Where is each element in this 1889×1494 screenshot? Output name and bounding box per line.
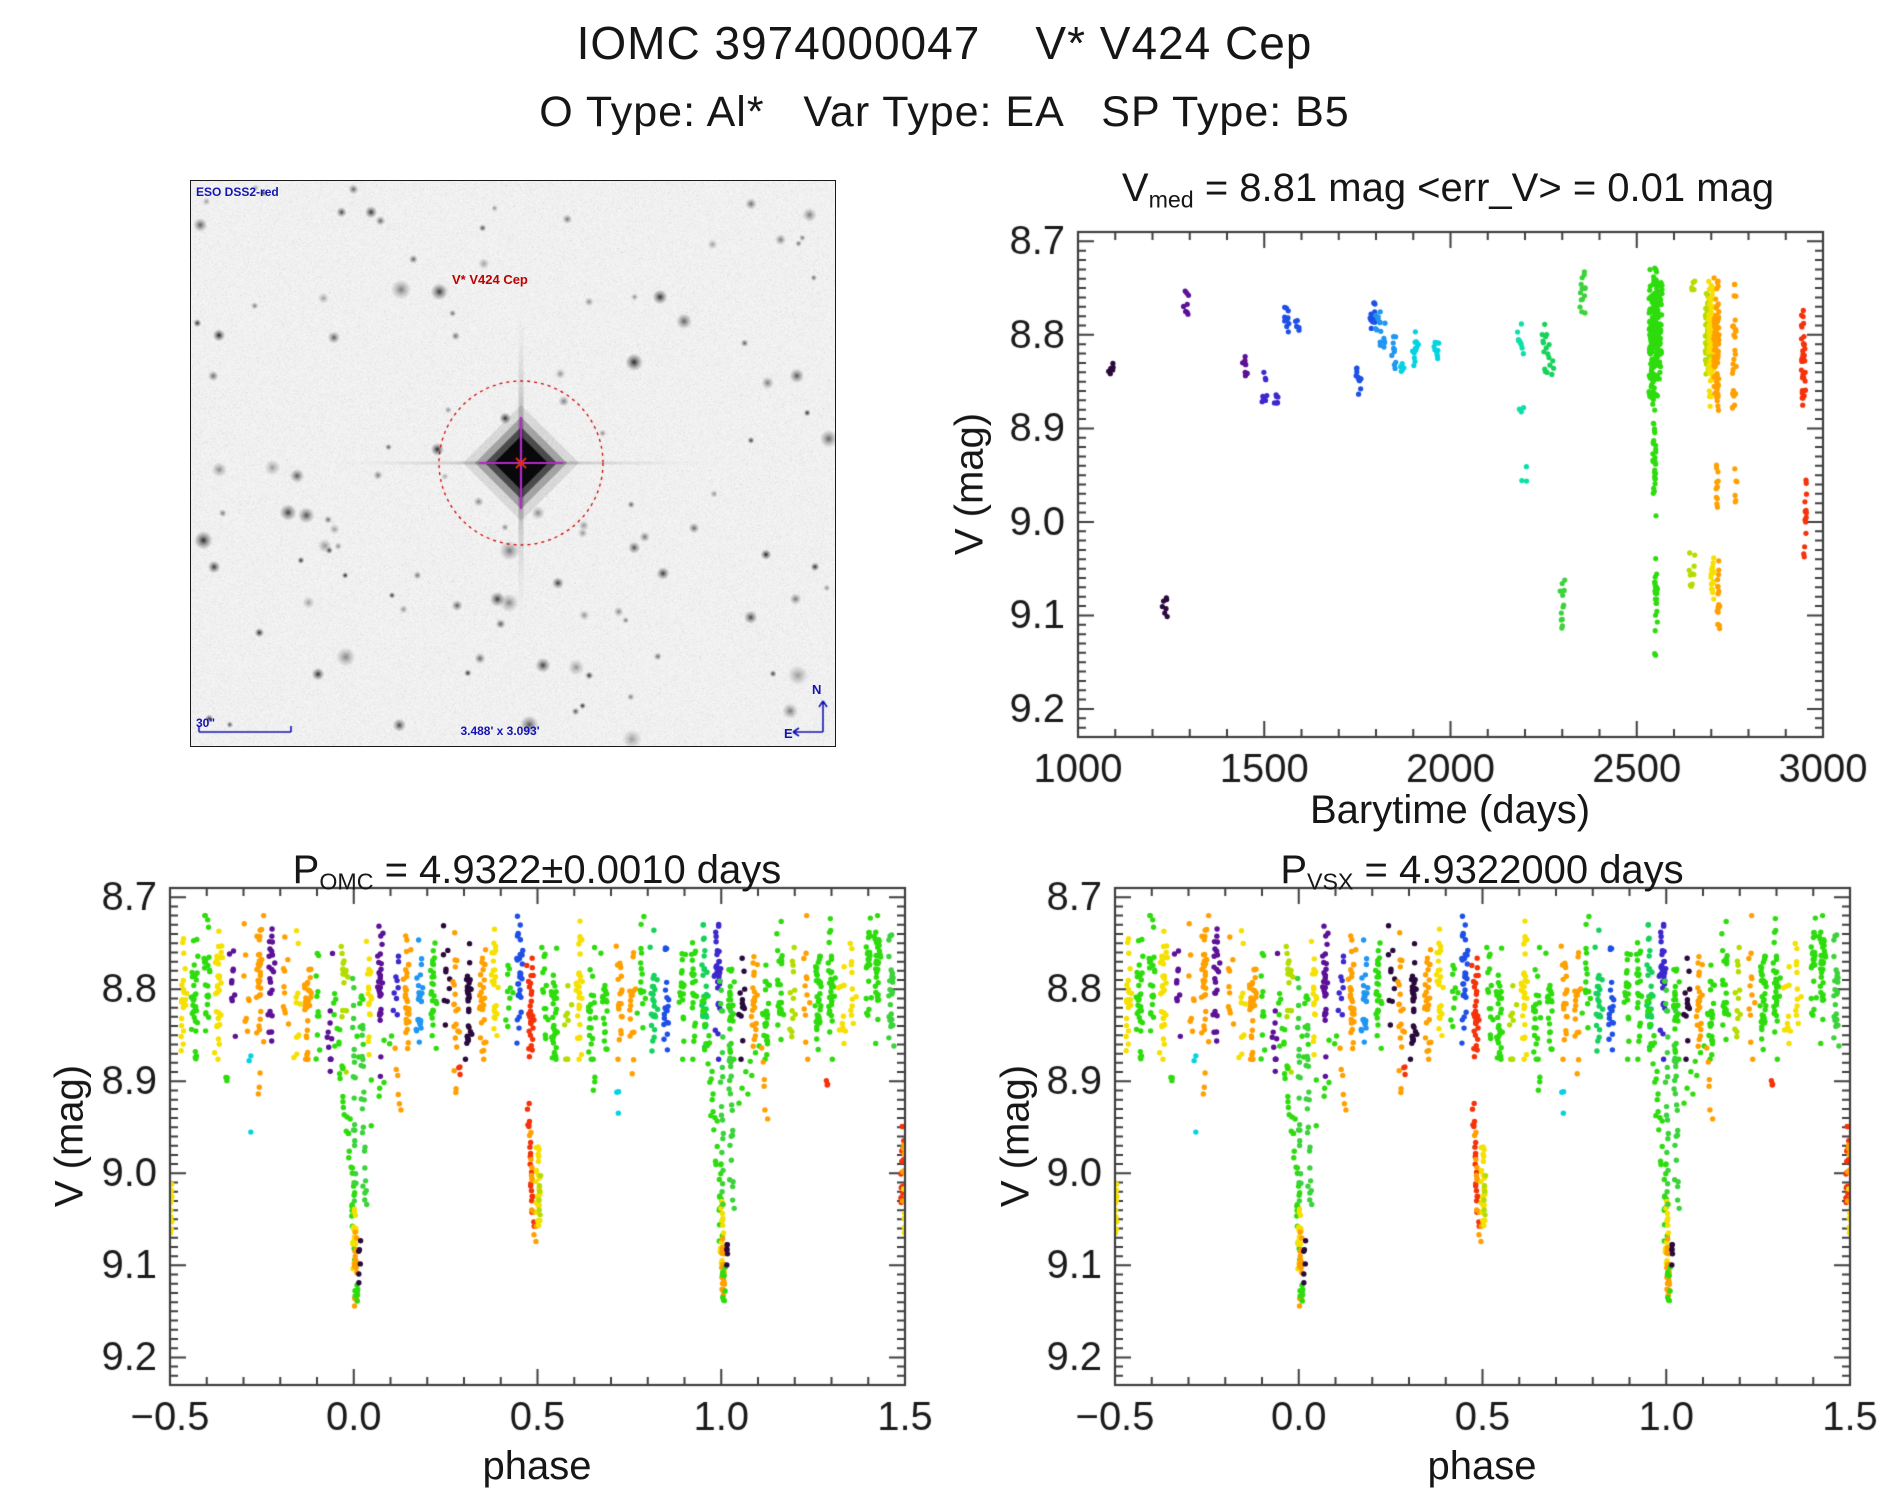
phase-omc-title-main: P bbox=[292, 848, 320, 892]
timeseries-title-sub: med bbox=[1148, 186, 1194, 213]
phase-vsx-xlabel: phase bbox=[1427, 1444, 1537, 1488]
phase-vsx-ylabel: V (mag) bbox=[993, 1064, 1038, 1208]
phase-omc-xlabel: phase bbox=[482, 1444, 592, 1488]
finder-compass-east-label: E bbox=[784, 726, 793, 741]
phase-vsx-title-sub: VSX bbox=[1307, 868, 1354, 895]
finder-chart-image bbox=[190, 180, 836, 747]
phase-omc-ylabel: V (mag) bbox=[47, 1064, 92, 1208]
phase-vsx-title-main: P bbox=[1280, 848, 1307, 892]
finder-target-label: V* V424 Cep bbox=[452, 272, 528, 287]
timeseries-title-rest: = 8.81 mag <err_V> = 0.01 mag bbox=[1193, 166, 1775, 210]
finder-compass-north-label: N bbox=[812, 682, 822, 697]
timeseries-xlabel: Barytime (days) bbox=[1309, 788, 1591, 832]
phase-omc-title: POMC = 4.9322±0.0010 days bbox=[137, 848, 937, 895]
timeseries-title-main: V bbox=[1121, 166, 1149, 210]
phase-vsx-title: PVSX = 4.9322000 days bbox=[1082, 848, 1882, 895]
phase-vsx-title-rest: = 4.9322000 days bbox=[1353, 848, 1684, 892]
timeseries-ylabel: V (mag) bbox=[947, 412, 992, 556]
phase-omc-title-rest: = 4.9322±0.0010 days bbox=[373, 848, 782, 892]
finder-fov-label: 3.488' x 3.093' bbox=[460, 724, 540, 738]
timeseries-title: Vmed = 8.81 mag <err_V> = 0.01 mag bbox=[1003, 166, 1889, 213]
finder-scale-label: 30" bbox=[196, 716, 216, 730]
phase-omc-title-sub: OMC bbox=[319, 868, 374, 895]
finder-survey-label: ESO DSS2-red bbox=[196, 185, 279, 199]
